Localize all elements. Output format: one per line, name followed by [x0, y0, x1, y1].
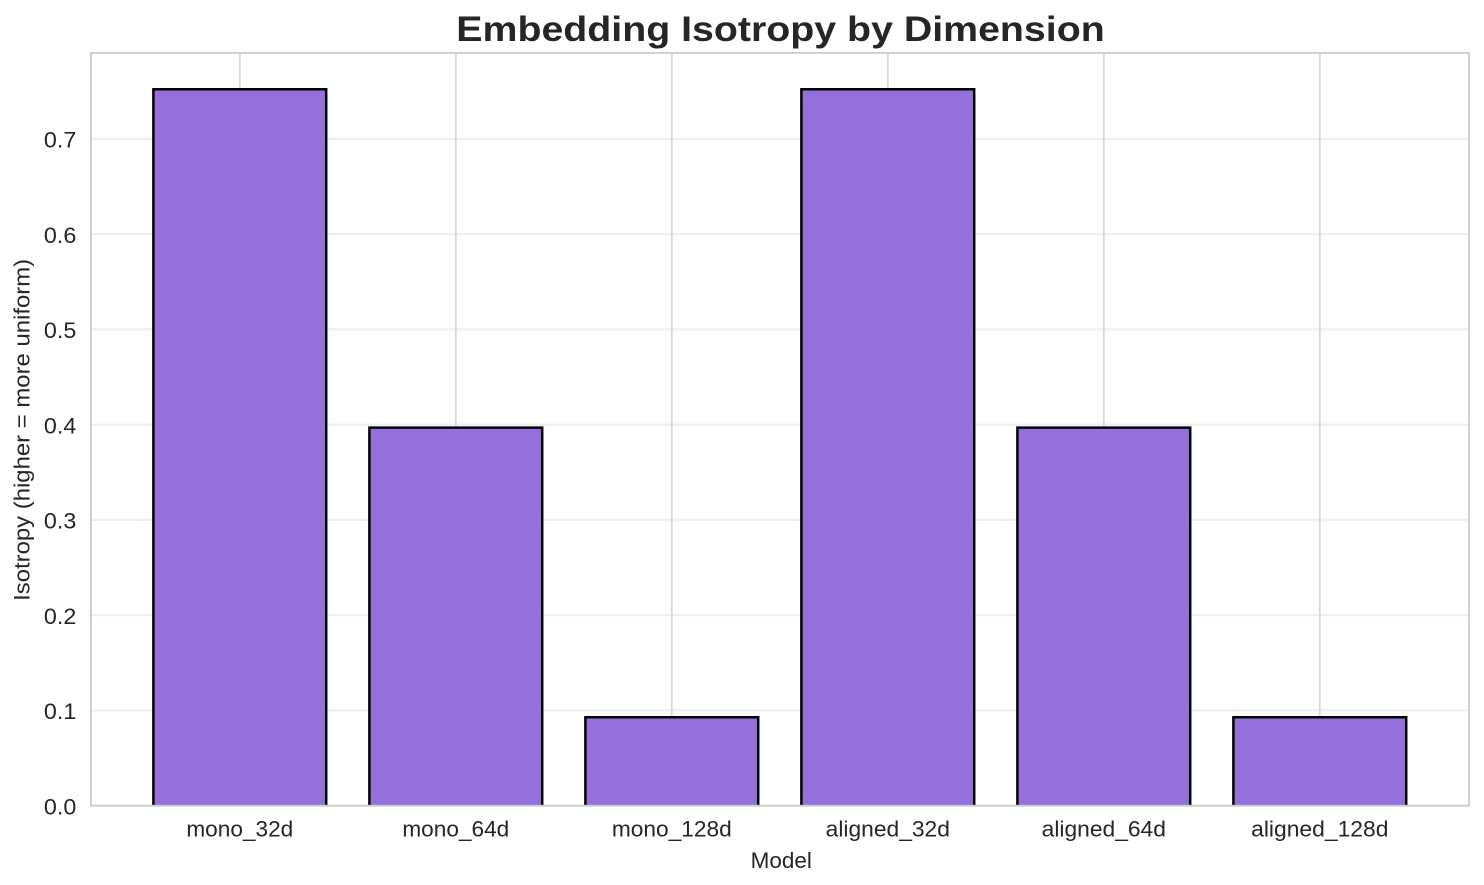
svg-text:0.6: 0.6: [44, 223, 76, 248]
svg-text:Model: Model: [751, 848, 812, 873]
svg-text:mono_128d: mono_128d: [612, 817, 732, 842]
svg-text:0.7: 0.7: [44, 128, 76, 153]
svg-text:Isotropy (higher = more unifor: Isotropy (higher = more uniform): [10, 259, 35, 601]
svg-text:mono_32d: mono_32d: [186, 817, 293, 842]
svg-text:aligned_128d: aligned_128d: [1251, 817, 1388, 842]
svg-text:aligned_64d: aligned_64d: [1042, 817, 1166, 842]
svg-text:0.2: 0.2: [44, 604, 76, 629]
svg-text:Embedding Isotropy by Dimensio: Embedding Isotropy by Dimension: [456, 9, 1104, 49]
svg-text:aligned_32d: aligned_32d: [826, 817, 950, 842]
svg-text:0.4: 0.4: [44, 413, 76, 438]
svg-text:0.5: 0.5: [44, 318, 76, 343]
svg-text:mono_64d: mono_64d: [402, 817, 509, 842]
svg-text:0.1: 0.1: [44, 699, 76, 724]
svg-text:0.3: 0.3: [44, 509, 76, 534]
svg-text:0.0: 0.0: [44, 795, 76, 820]
